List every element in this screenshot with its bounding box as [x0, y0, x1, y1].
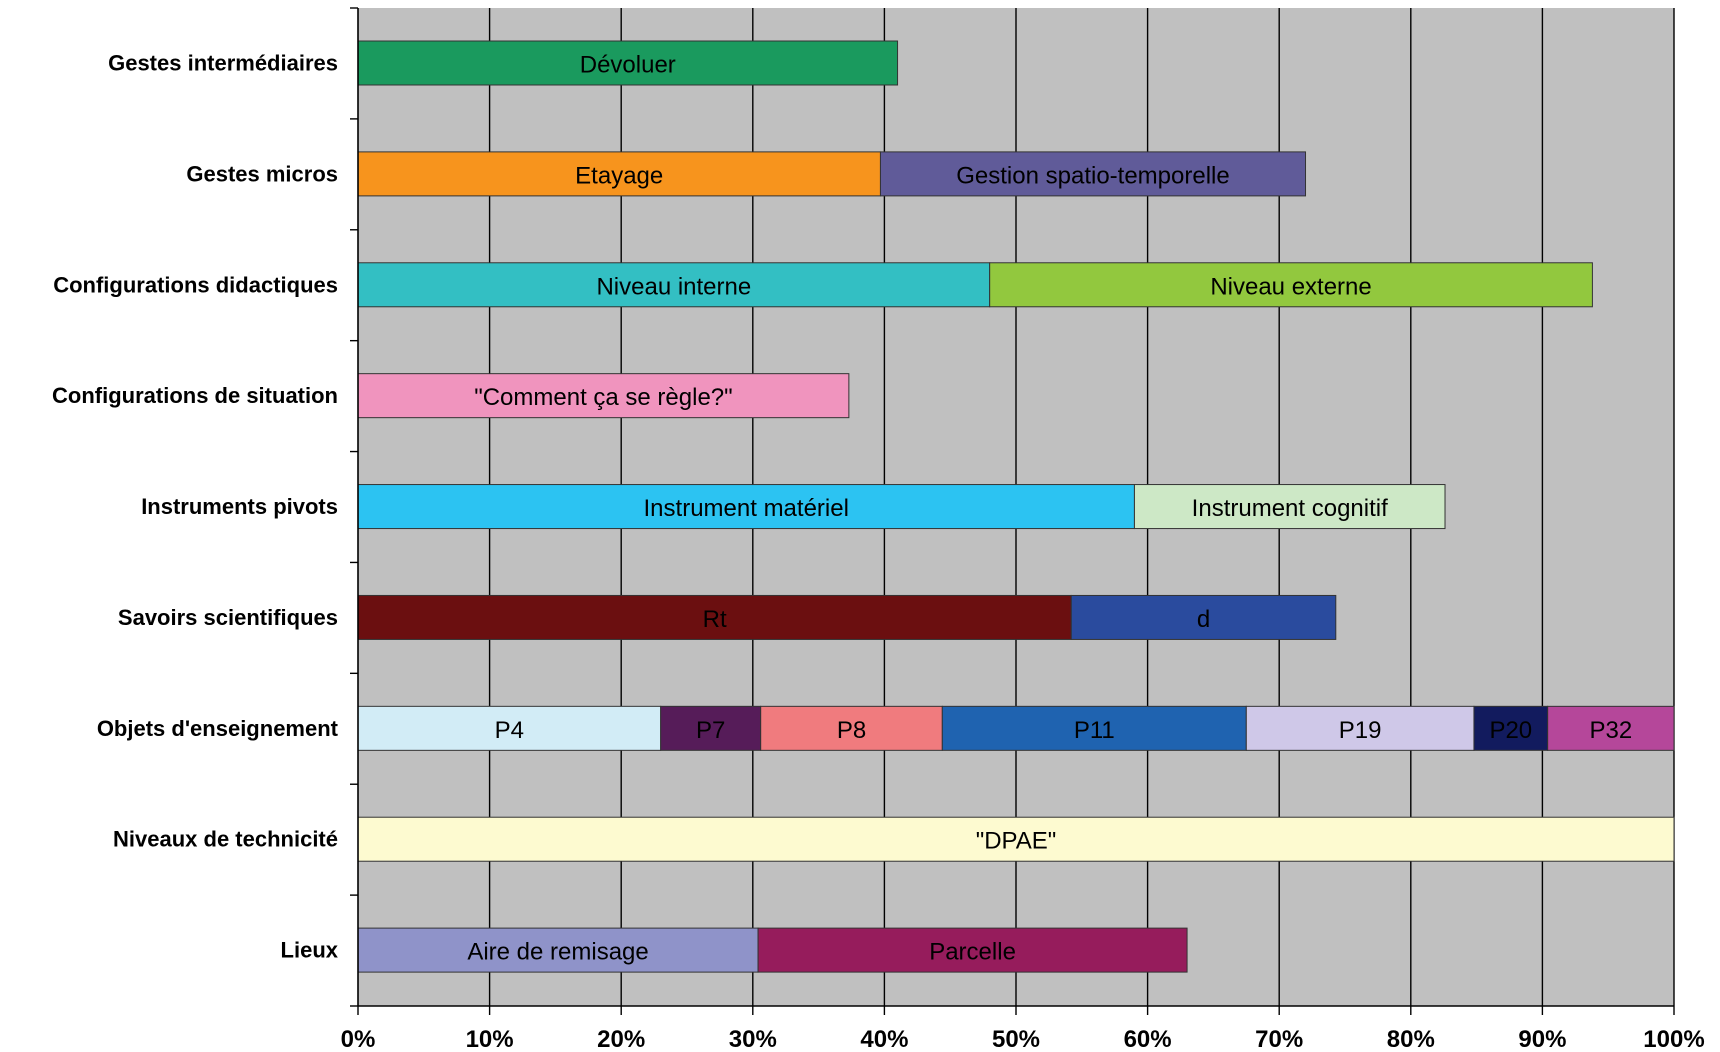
x-tick-label: 20% — [597, 1026, 645, 1052]
bar-segment — [1473, 705, 1549, 751]
bar-segment — [357, 705, 662, 751]
bar-segment — [357, 373, 850, 419]
x-tick-label: 90% — [1518, 1026, 1566, 1052]
segment-label: P8 — [837, 717, 866, 744]
bar-segment — [357, 40, 899, 86]
category-label: Configurations didactiques — [53, 272, 338, 297]
category-label: Objets d'enseignement — [97, 716, 339, 741]
bars: Dévoluer Etayage Gestion spatio-temporelle… — [357, 40, 1675, 973]
category-label: Savoirs scientifiques — [118, 605, 338, 630]
segment-label: d — [1197, 606, 1210, 633]
bar-segment — [1245, 705, 1475, 751]
x-tick-label: 0% — [341, 1026, 376, 1052]
segment-label: Rt — [703, 606, 727, 633]
segment-label: P4 — [495, 717, 524, 744]
segment-label: Dévoluer — [580, 52, 676, 79]
segment-label: Niveau interne — [596, 273, 751, 300]
bar-segment — [357, 151, 881, 197]
bar-segment — [1133, 484, 1446, 530]
category-label: Configurations de situation — [52, 383, 338, 408]
segment-label: P11 — [1074, 717, 1115, 744]
segment-label: Aire de remisage — [467, 939, 648, 966]
segment-label: P19 — [1339, 717, 1382, 744]
x-tick-label: 100% — [1643, 1026, 1704, 1052]
x-tick-label: 80% — [1387, 1026, 1435, 1052]
segment-label: "Comment ça se règle?" — [474, 384, 732, 411]
bar-segment — [989, 262, 1593, 308]
x-tick-label: 30% — [729, 1026, 777, 1052]
x-tick-label: 70% — [1255, 1026, 1303, 1052]
category-label: Instruments pivots — [141, 494, 338, 519]
bar-segment — [1547, 705, 1675, 751]
axes — [350, 7, 1675, 1015]
bar-segment — [357, 262, 991, 308]
segment-label: Etayage — [575, 162, 663, 189]
x-tick-label: 50% — [992, 1026, 1040, 1052]
segment-label: "DPAE" — [976, 828, 1057, 855]
segment-label: Instrument matériel — [644, 495, 849, 522]
category-label: Lieux — [281, 938, 339, 963]
segment-label: P7 — [696, 717, 725, 744]
x-tick-label: 60% — [1124, 1026, 1172, 1052]
bar-segment — [660, 705, 762, 751]
bar-segment — [1070, 594, 1337, 640]
segment-label: Niveau externe — [1210, 273, 1371, 300]
x-tick-label: 10% — [466, 1026, 514, 1052]
segment-label: Gestion spatio-temporelle — [956, 162, 1229, 189]
category-label: Gestes intermédiaires — [108, 51, 338, 76]
bar-segment — [941, 705, 1247, 751]
bar-segment — [357, 594, 1072, 640]
bar-segment — [357, 816, 1675, 862]
bar-segment — [757, 927, 1188, 973]
segment-label: Parcelle — [929, 939, 1016, 966]
category-label: Niveaux de technicité — [113, 827, 338, 852]
segment-label: P20 — [1489, 717, 1532, 744]
bar-segment — [879, 151, 1307, 197]
segment-label: P32 — [1589, 717, 1632, 744]
segment-label: Instrument cognitif — [1192, 495, 1388, 522]
labels: 0% 10% 20% 30% 40% 50% 60% 70% 80% 90% 100% Gestes … — [52, 51, 1705, 1052]
x-tick-label: 40% — [860, 1026, 908, 1052]
category-label: Gestes micros — [186, 161, 338, 186]
